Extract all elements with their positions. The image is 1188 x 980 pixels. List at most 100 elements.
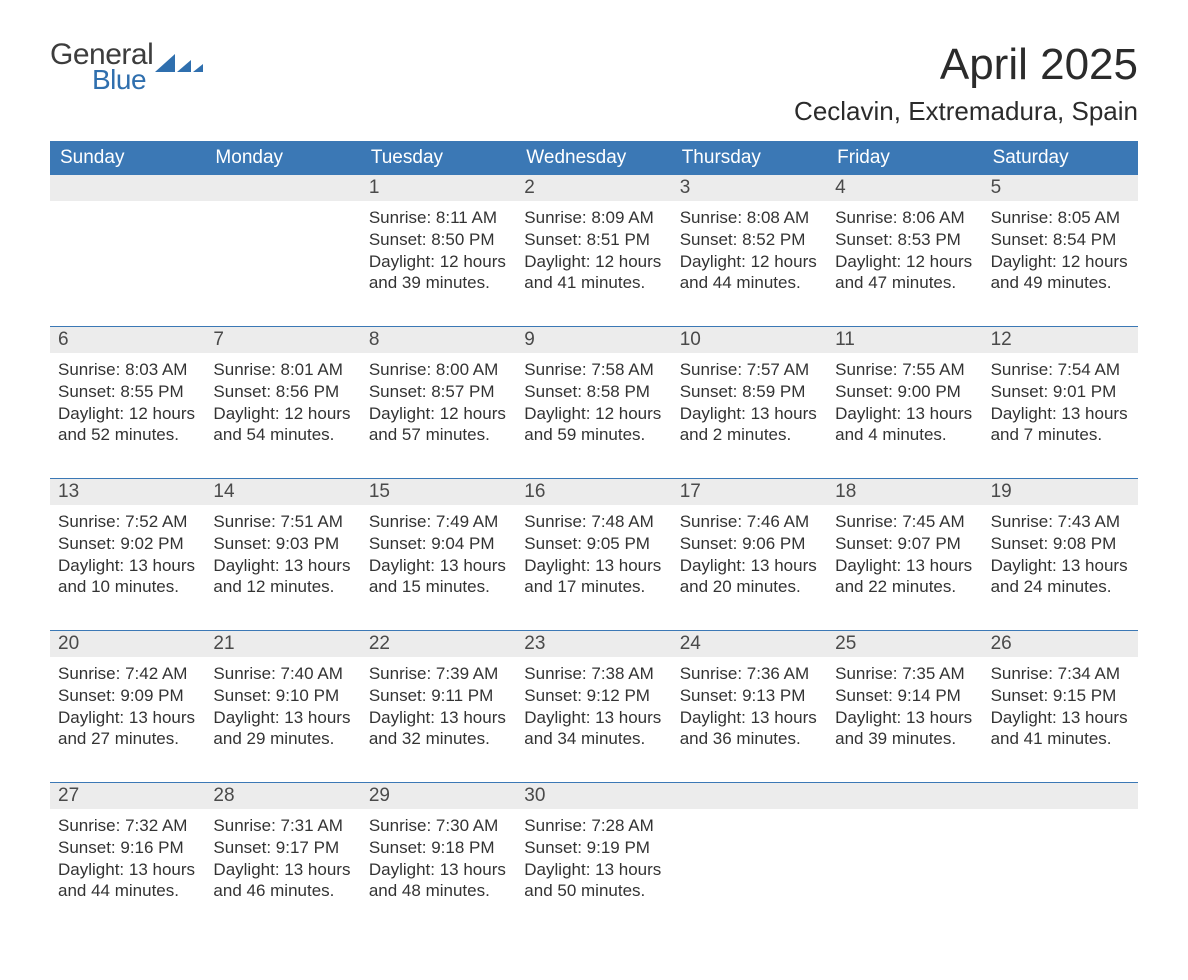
sunset-text: Sunset: 9:05 PM bbox=[524, 533, 663, 555]
weekday-header: Wednesday bbox=[516, 141, 671, 175]
sunrise-text: Sunrise: 7:49 AM bbox=[369, 511, 508, 533]
day-cell: 27Sunrise: 7:32 AMSunset: 9:16 PMDayligh… bbox=[50, 783, 205, 920]
sunrise-text: Sunrise: 7:46 AM bbox=[680, 511, 819, 533]
day-number: 14 bbox=[205, 479, 360, 505]
sunset-text: Sunset: 8:52 PM bbox=[680, 229, 819, 251]
day-number: 10 bbox=[672, 327, 827, 353]
daylight-text: Daylight: 13 hours and 22 minutes. bbox=[835, 555, 974, 599]
sunrise-text: Sunrise: 8:00 AM bbox=[369, 359, 508, 381]
sunrise-text: Sunrise: 7:39 AM bbox=[369, 663, 508, 685]
title-block: April 2025 Ceclavin, Extremadura, Spain bbox=[794, 40, 1138, 137]
day-cell: 1 Sunrise: 8:11 AMSunset: 8:50 PMDaylight… bbox=[361, 175, 516, 312]
daylight-text: Daylight: 12 hours and 39 minutes. bbox=[369, 251, 508, 295]
day-number: 3 bbox=[672, 175, 827, 201]
sunrise-text: Sunrise: 7:31 AM bbox=[213, 815, 352, 837]
week-row: 13Sunrise: 7:52 AMSunset: 9:02 PMDayligh… bbox=[50, 478, 1138, 616]
day-number: 12 bbox=[983, 327, 1138, 353]
day-cell: 12Sunrise: 7:54 AMSunset: 9:01 PMDayligh… bbox=[983, 327, 1138, 464]
day-number: 11 bbox=[827, 327, 982, 353]
sunset-text: Sunset: 9:15 PM bbox=[991, 685, 1130, 707]
day-number: 4 bbox=[827, 175, 982, 201]
day-details: Sunrise: 7:30 AMSunset: 9:18 PMDaylight:… bbox=[361, 809, 516, 902]
daylight-text: Daylight: 12 hours and 49 minutes. bbox=[991, 251, 1130, 295]
day-number: 1 bbox=[361, 175, 516, 201]
daylight-text: Daylight: 12 hours and 59 minutes. bbox=[524, 403, 663, 447]
day-number: 16 bbox=[516, 479, 671, 505]
weekday-header: Thursday bbox=[672, 141, 827, 175]
day-details: Sunrise: 7:58 AMSunset: 8:58 PMDaylight:… bbox=[516, 353, 671, 446]
day-details: Sunrise: 7:28 AMSunset: 9:19 PMDaylight:… bbox=[516, 809, 671, 902]
sunset-text: Sunset: 8:51 PM bbox=[524, 229, 663, 251]
sunrise-text: Sunrise: 7:52 AM bbox=[58, 511, 197, 533]
sunrise-text: Sunrise: 7:58 AM bbox=[524, 359, 663, 381]
day-cell: 5Sunrise: 8:05 AMSunset: 8:54 PMDaylight… bbox=[983, 175, 1138, 312]
daylight-text: Daylight: 12 hours and 54 minutes. bbox=[213, 403, 352, 447]
day-cell: 23Sunrise: 7:38 AMSunset: 9:12 PMDayligh… bbox=[516, 631, 671, 768]
brand-logo: General Blue bbox=[50, 40, 203, 94]
daylight-text: Daylight: 13 hours and 50 minutes. bbox=[524, 859, 663, 903]
day-cell: 9Sunrise: 7:58 AMSunset: 8:58 PMDaylight… bbox=[516, 327, 671, 464]
daylight-text: Daylight: 13 hours and 41 minutes. bbox=[991, 707, 1130, 751]
day-cell: 18Sunrise: 7:45 AMSunset: 9:07 PMDayligh… bbox=[827, 479, 982, 616]
day-details: Sunrise: 8:00 AMSunset: 8:57 PMDaylight:… bbox=[361, 353, 516, 446]
logo-line2: Blue bbox=[92, 66, 153, 94]
sunset-text: Sunset: 9:04 PM bbox=[369, 533, 508, 555]
page-title: April 2025 bbox=[794, 40, 1138, 90]
sunrise-text: Sunrise: 7:34 AM bbox=[991, 663, 1130, 685]
daylight-text: Daylight: 13 hours and 46 minutes. bbox=[213, 859, 352, 903]
day-cell: 29Sunrise: 7:30 AMSunset: 9:18 PMDayligh… bbox=[361, 783, 516, 920]
day-number: 6 bbox=[50, 327, 205, 353]
weekday-header: Sunday bbox=[50, 141, 205, 175]
day-cell: 6Sunrise: 8:03 AMSunset: 8:55 PMDaylight… bbox=[50, 327, 205, 464]
sunset-text: Sunset: 9:16 PM bbox=[58, 837, 197, 859]
sunrise-text: Sunrise: 8:11 AM bbox=[369, 207, 508, 229]
daylight-text: Daylight: 13 hours and 48 minutes. bbox=[369, 859, 508, 903]
day-number: 24 bbox=[672, 631, 827, 657]
brand-logo-text: General Blue bbox=[50, 40, 153, 94]
sunrise-text: Sunrise: 7:48 AM bbox=[524, 511, 663, 533]
sunset-text: Sunset: 8:59 PM bbox=[680, 381, 819, 403]
day-cell: 11Sunrise: 7:55 AMSunset: 9:00 PMDayligh… bbox=[827, 327, 982, 464]
sunrise-text: Sunrise: 7:28 AM bbox=[524, 815, 663, 837]
sunrise-text: Sunrise: 7:57 AM bbox=[680, 359, 819, 381]
sunset-text: Sunset: 9:14 PM bbox=[835, 685, 974, 707]
day-number: 5 bbox=[983, 175, 1138, 201]
sunset-text: Sunset: 9:19 PM bbox=[524, 837, 663, 859]
day-number bbox=[205, 175, 360, 201]
day-details: Sunrise: 7:42 AMSunset: 9:09 PMDaylight:… bbox=[50, 657, 205, 750]
sunrise-text: Sunrise: 8:01 AM bbox=[213, 359, 352, 381]
day-details: Sunrise: 7:38 AMSunset: 9:12 PMDaylight:… bbox=[516, 657, 671, 750]
day-cell: 2Sunrise: 8:09 AMSunset: 8:51 PMDaylight… bbox=[516, 175, 671, 312]
day-cell bbox=[983, 783, 1138, 920]
day-number: 28 bbox=[205, 783, 360, 809]
day-cell: 20Sunrise: 7:42 AMSunset: 9:09 PMDayligh… bbox=[50, 631, 205, 768]
daylight-text: Daylight: 13 hours and 34 minutes. bbox=[524, 707, 663, 751]
day-cell bbox=[50, 175, 205, 312]
day-details: Sunrise: 8:03 AMSunset: 8:55 PMDaylight:… bbox=[50, 353, 205, 446]
header-row: General Blue April 2025 Ceclavin, Extrem… bbox=[50, 40, 1138, 137]
daylight-text: Daylight: 13 hours and 32 minutes. bbox=[369, 707, 508, 751]
calendar-page: General Blue April 2025 Ceclavin, Extrem… bbox=[0, 0, 1188, 980]
day-cell: 30Sunrise: 7:28 AMSunset: 9:19 PMDayligh… bbox=[516, 783, 671, 920]
sunrise-text: Sunrise: 7:40 AM bbox=[213, 663, 352, 685]
location-subtitle: Ceclavin, Extremadura, Spain bbox=[794, 96, 1138, 127]
day-cell: 4Sunrise: 8:06 AMSunset: 8:53 PMDaylight… bbox=[827, 175, 982, 312]
day-details: Sunrise: 7:43 AMSunset: 9:08 PMDaylight:… bbox=[983, 505, 1138, 598]
day-cell bbox=[205, 175, 360, 312]
sunset-text: Sunset: 9:13 PM bbox=[680, 685, 819, 707]
day-cell: 8Sunrise: 8:00 AMSunset: 8:57 PMDaylight… bbox=[361, 327, 516, 464]
sunset-text: Sunset: 9:12 PM bbox=[524, 685, 663, 707]
sunset-text: Sunset: 8:50 PM bbox=[369, 229, 508, 251]
weekday-header: Saturday bbox=[983, 141, 1138, 175]
daylight-text: Daylight: 13 hours and 4 minutes. bbox=[835, 403, 974, 447]
day-details: Sunrise: 7:54 AMSunset: 9:01 PMDaylight:… bbox=[983, 353, 1138, 446]
weekday-header-row: Sunday Monday Tuesday Wednesday Thursday… bbox=[50, 141, 1138, 175]
sunrise-text: Sunrise: 7:54 AM bbox=[991, 359, 1130, 381]
sunset-text: Sunset: 9:06 PM bbox=[680, 533, 819, 555]
daylight-text: Daylight: 13 hours and 39 minutes. bbox=[835, 707, 974, 751]
day-details: Sunrise: 7:52 AMSunset: 9:02 PMDaylight:… bbox=[50, 505, 205, 598]
sunrise-text: Sunrise: 8:03 AM bbox=[58, 359, 197, 381]
day-number: 30 bbox=[516, 783, 671, 809]
daylight-text: Daylight: 13 hours and 29 minutes. bbox=[213, 707, 352, 751]
sunset-text: Sunset: 8:54 PM bbox=[991, 229, 1130, 251]
